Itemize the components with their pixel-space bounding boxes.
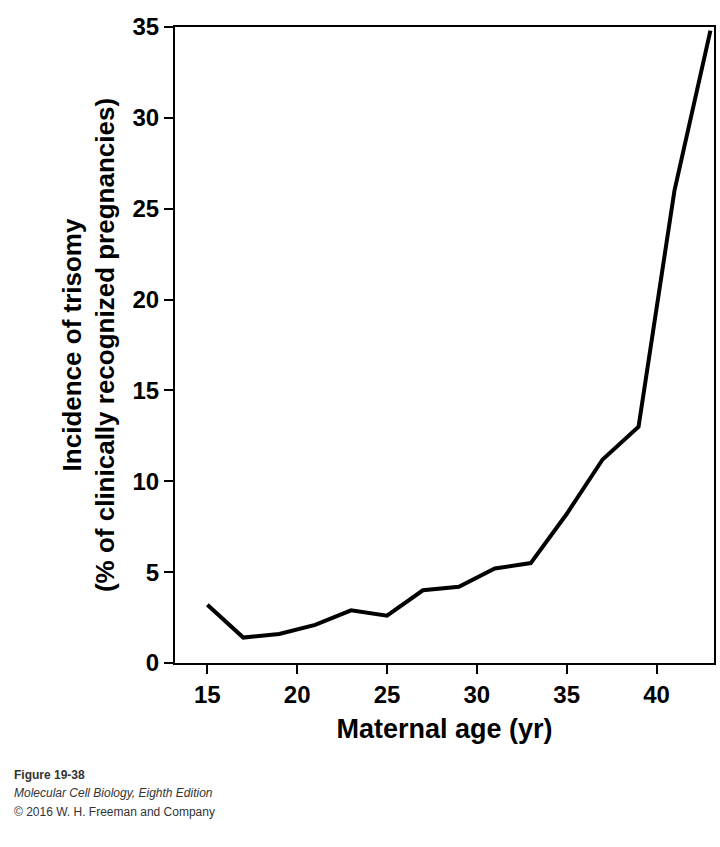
svg-text:40: 40 [643,681,670,708]
svg-text:Figure 19-38: Figure 19-38 [14,768,85,782]
svg-text:20: 20 [284,681,311,708]
svg-text:Molecular Cell Biology, Eighth: Molecular Cell Biology, Eighth Edition [14,786,213,800]
svg-text:25: 25 [132,195,159,222]
svg-text:5: 5 [146,559,159,586]
svg-text:15: 15 [194,681,221,708]
svg-text:0: 0 [146,649,159,676]
svg-text:20: 20 [132,286,159,313]
svg-text:35: 35 [132,13,159,40]
svg-text:35: 35 [553,681,580,708]
svg-text:15: 15 [132,377,159,404]
svg-text:10: 10 [132,468,159,495]
svg-text:30: 30 [463,681,490,708]
svg-text:25: 25 [374,681,401,708]
svg-text:Incidence of trisomy(% of clin: Incidence of trisomy(% of clinically rec… [57,98,121,592]
svg-text:Maternal age (yr): Maternal age (yr) [336,714,552,744]
svg-text:30: 30 [132,104,159,131]
svg-text:© 2016 W. H. Freeman and Compa: © 2016 W. H. Freeman and Company [14,805,215,819]
